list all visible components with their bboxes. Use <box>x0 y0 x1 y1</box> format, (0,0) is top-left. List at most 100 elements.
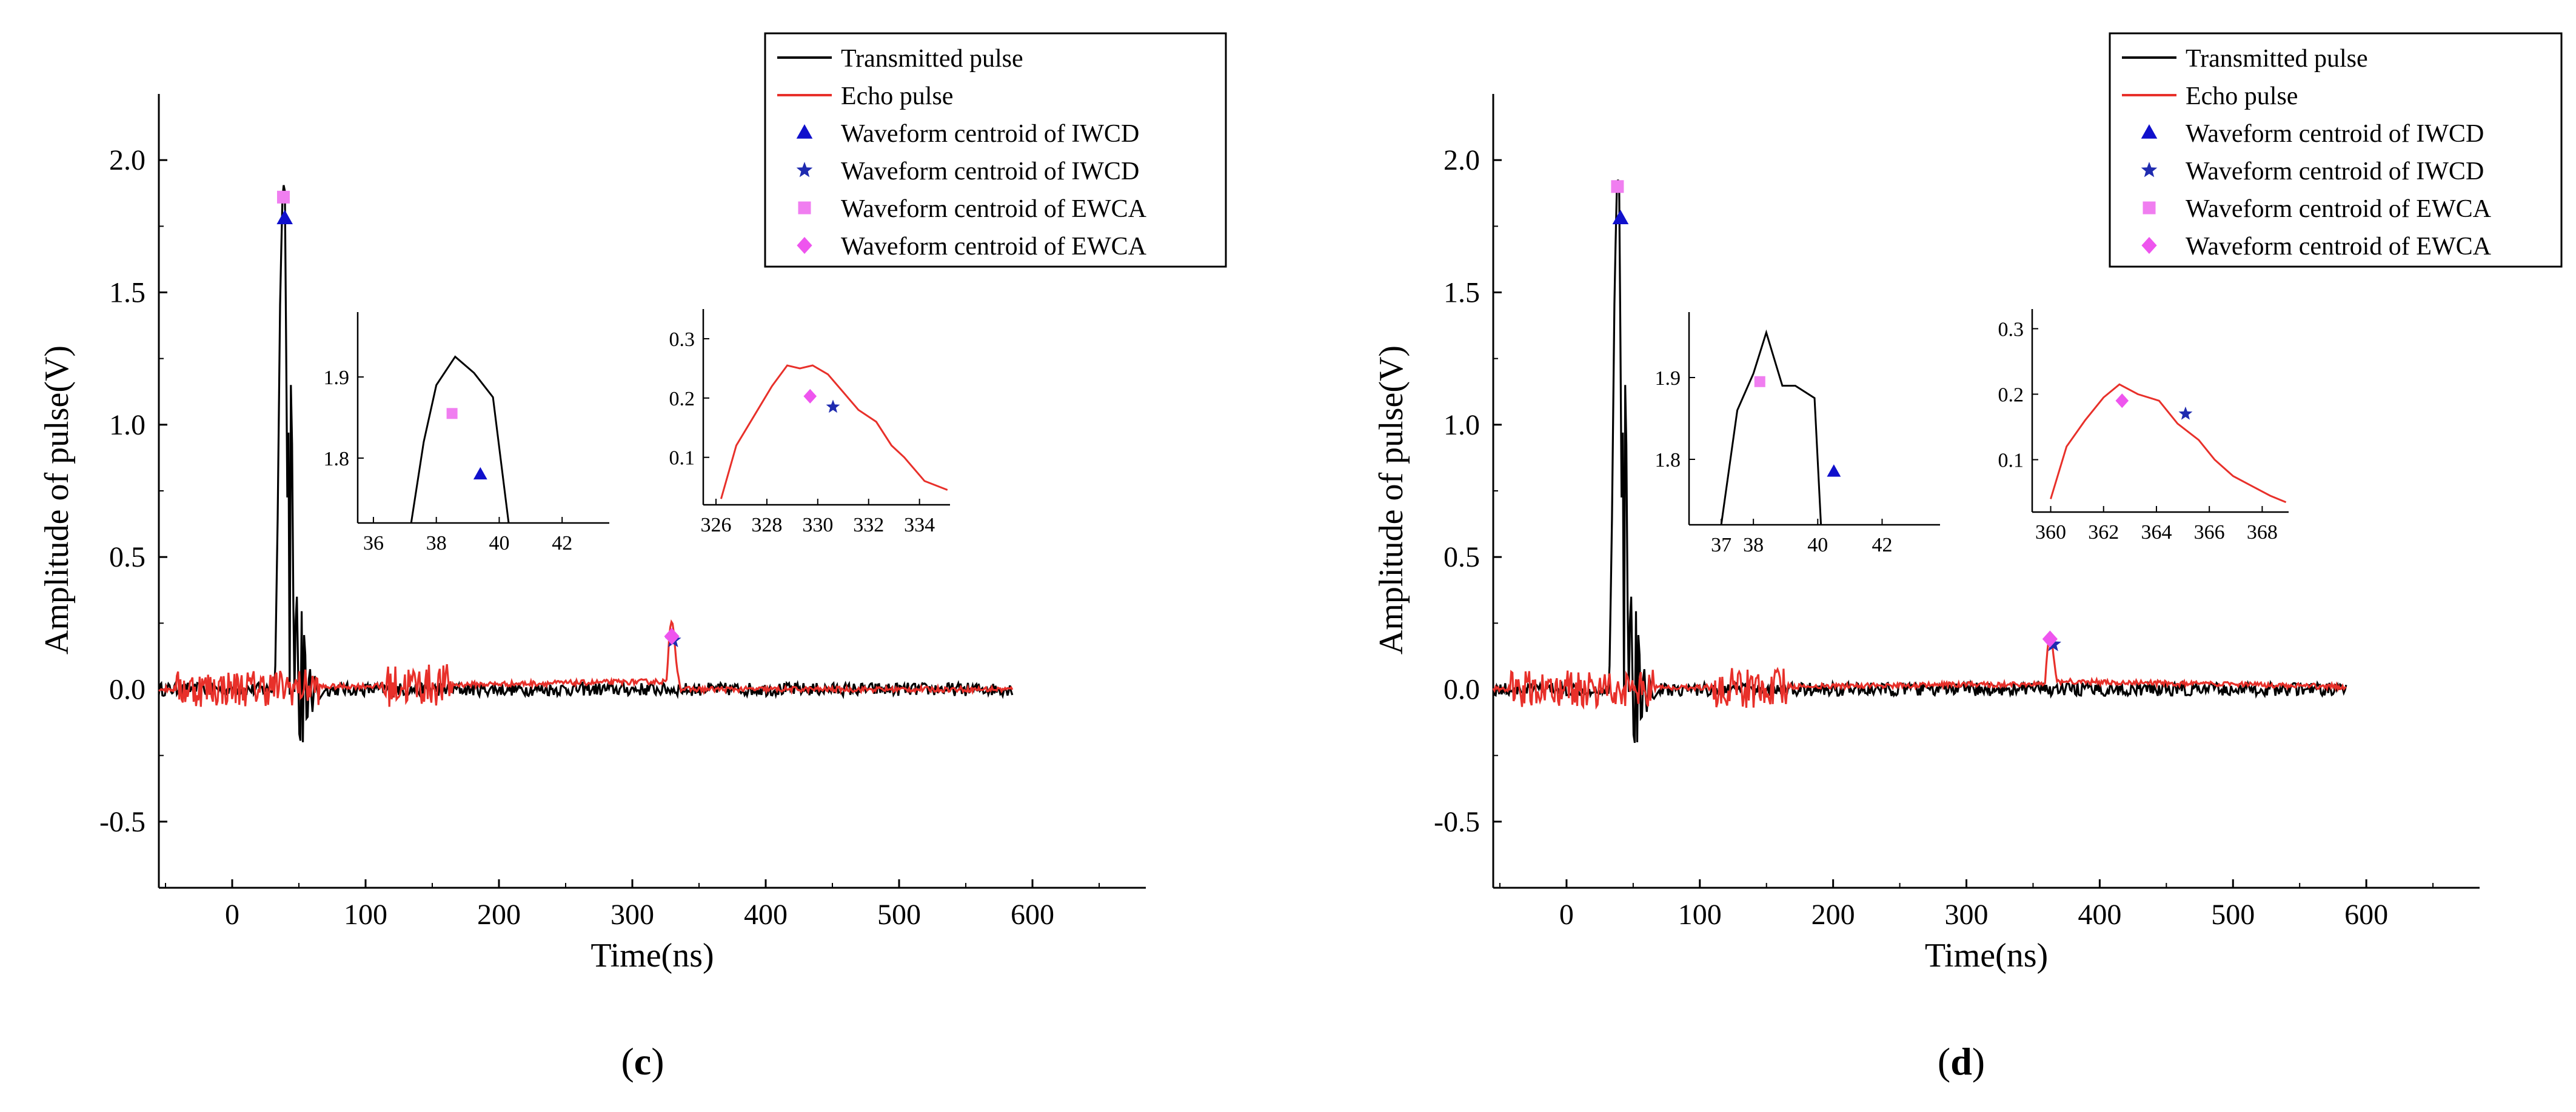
echo-pulse-line <box>158 619 1014 707</box>
x-tick-label: 400 <box>2078 899 2121 931</box>
y-tick-label: 1.5 <box>1444 277 1480 309</box>
inset-series-line <box>410 355 510 524</box>
inset-marker-triangle <box>473 467 487 480</box>
x-tick-label: 600 <box>1011 899 1054 931</box>
panel-caption-d: (d) <box>1937 1040 1986 1083</box>
inset-y-tick-label: 0.1 <box>669 447 695 470</box>
inset-x-tick-label: 330 <box>802 514 833 536</box>
inset-marker-diamond <box>2115 393 2129 408</box>
legend-marker-diamond <box>2141 237 2157 254</box>
chart-panel-c: 0 100 200 300 400 500 600 -0.5 0.0 0.5 1.0 1.5 2.0 Ti… <box>38 32 1227 974</box>
panel-caption-c: (c) <box>621 1040 664 1083</box>
y-tick-label: 0.0 <box>1444 674 1480 706</box>
inset-x-tick-label: 368 <box>2247 521 2278 544</box>
inset-x-tick-label: 38 <box>1743 534 1764 556</box>
y-tick-label: 2.0 <box>1444 144 1480 176</box>
legend-label: Waveform centroid of EWCA <box>2186 195 2492 223</box>
transmitted-pulse-line <box>1492 179 2347 743</box>
legend-label: Waveform centroid of IWCD <box>2186 158 2484 185</box>
y-tick-label: 0.0 <box>109 674 146 706</box>
legend-marker-star <box>796 162 813 178</box>
centroid-marker-triangle <box>1612 210 1629 225</box>
inset-x-tick-label: 364 <box>2141 521 2172 544</box>
legend-marker-star <box>2141 162 2158 178</box>
legend-marker-diamond <box>797 237 812 254</box>
x-tick-label: 400 <box>744 899 788 931</box>
inset-y-tick-label: 1.8 <box>1655 449 1681 471</box>
inset-marker-star <box>826 399 840 413</box>
x-tick-label: 100 <box>1678 899 1722 931</box>
inset-x-tick-label: 36 <box>363 532 384 554</box>
legend-label: Echo pulse <box>2186 82 2298 110</box>
inset-marker-diamond <box>803 388 817 404</box>
centroid-marker-triangle <box>276 210 293 225</box>
inset-marker-triangle <box>1827 464 1841 477</box>
inset-x-tick-label: 37 <box>1711 534 1731 556</box>
x-axis-label: Time(ns) <box>1925 937 2048 974</box>
inset-y-tick-label: 1.8 <box>324 448 350 470</box>
inset-marker-square <box>446 408 458 419</box>
x-tick-label: 200 <box>1812 899 1855 931</box>
inset-x-tick-label: 40 <box>1807 534 1828 556</box>
legend-label: Waveform centroid of IWCD <box>841 120 1139 148</box>
y-tick-label: 1.5 <box>109 277 146 309</box>
inset-x-tick-label: 38 <box>426 532 447 554</box>
inset-x-tick-label: 334 <box>904 514 935 536</box>
panel-letter-c: c <box>634 1040 652 1083</box>
inset-marker-square <box>1754 376 1765 387</box>
inset-chart: 37 38 40 42 1.8 1.9 <box>1655 312 1940 556</box>
chart-panel-d: 0 100 200 300 400 500 600 -0.5 0.0 0.5 1.0 1.5 2.0 Ti… <box>1373 32 2563 974</box>
inset-y-tick-label: 0.3 <box>669 328 695 351</box>
y-tick-label: 0.5 <box>109 541 146 573</box>
inset-series-line <box>1720 329 1822 525</box>
x-tick-label: 300 <box>611 899 654 931</box>
legend-label: Waveform centroid of IWCD <box>2186 120 2484 148</box>
inset-x-tick-label: 362 <box>2088 521 2119 544</box>
centroid-marker-square <box>1611 180 1624 193</box>
inset-series-line <box>2050 383 2287 504</box>
legend-label: Waveform centroid of EWCA <box>841 195 1147 223</box>
panel-letter-d: d <box>1950 1040 1972 1083</box>
legend-label: Waveform centroid of EWCA <box>2186 233 2492 261</box>
inset-x-tick-label: 42 <box>1872 534 1892 556</box>
y-tick-label: -0.5 <box>1434 806 1480 838</box>
inset-marker-star <box>2178 406 2193 420</box>
inset-y-tick-label: 1.9 <box>1655 367 1681 390</box>
transmitted-pulse-line <box>158 185 1014 742</box>
y-tick-label: 1.0 <box>1444 409 1480 441</box>
inset-chart: 36 38 40 42 1.8 1.9 <box>324 312 609 554</box>
inset-x-tick-label: 360 <box>2035 521 2066 544</box>
legend-marker-square <box>798 201 811 215</box>
inset-chart: 326 328 330 332 334 0.1 0.2 0.3 <box>669 309 950 536</box>
inset-chart: 360 362 364 366 368 0.1 0.2 0.3 <box>1998 309 2289 544</box>
inset-y-tick-label: 0.2 <box>669 388 695 410</box>
inset-x-tick-label: 366 <box>2194 521 2225 544</box>
y-tick-label: 2.0 <box>109 144 146 176</box>
inset-y-tick-label: 0.3 <box>1998 318 2024 341</box>
inset-x-tick-label: 40 <box>489 532 509 554</box>
y-tick-label: -0.5 <box>99 806 146 838</box>
echo-pulse-line <box>1492 631 2347 710</box>
x-tick-label: 600 <box>2344 899 2388 931</box>
legend-label: Transmitted pulse <box>841 45 1023 73</box>
legend-box <box>2109 32 2563 268</box>
y-axis-label: Amplitude of pulse(V) <box>38 345 76 654</box>
x-tick-label: 500 <box>2211 899 2255 931</box>
legend-label: Echo pulse <box>841 82 953 110</box>
inset-y-tick-label: 0.2 <box>1998 384 2024 406</box>
inset-x-tick-label: 326 <box>700 514 731 536</box>
centroid-marker-square <box>276 190 290 204</box>
y-axis-label: Amplitude of pulse(V) <box>1373 345 1410 654</box>
legend-label: Waveform centroid of EWCA <box>841 233 1147 261</box>
inset-x-tick-label: 42 <box>552 532 572 554</box>
x-tick-label: 0 <box>1559 899 1574 931</box>
inset-y-tick-label: 0.1 <box>1998 450 2024 472</box>
legend-label: Transmitted pulse <box>2186 45 2368 73</box>
centroid-marker-diamond <box>664 628 680 645</box>
x-tick-label: 300 <box>1945 899 1989 931</box>
centroid-marker-diamond <box>2042 630 2058 648</box>
x-tick-label: 500 <box>877 899 921 931</box>
legend-marker-triangle <box>2141 124 2158 139</box>
legend-marker-square <box>2143 201 2156 215</box>
